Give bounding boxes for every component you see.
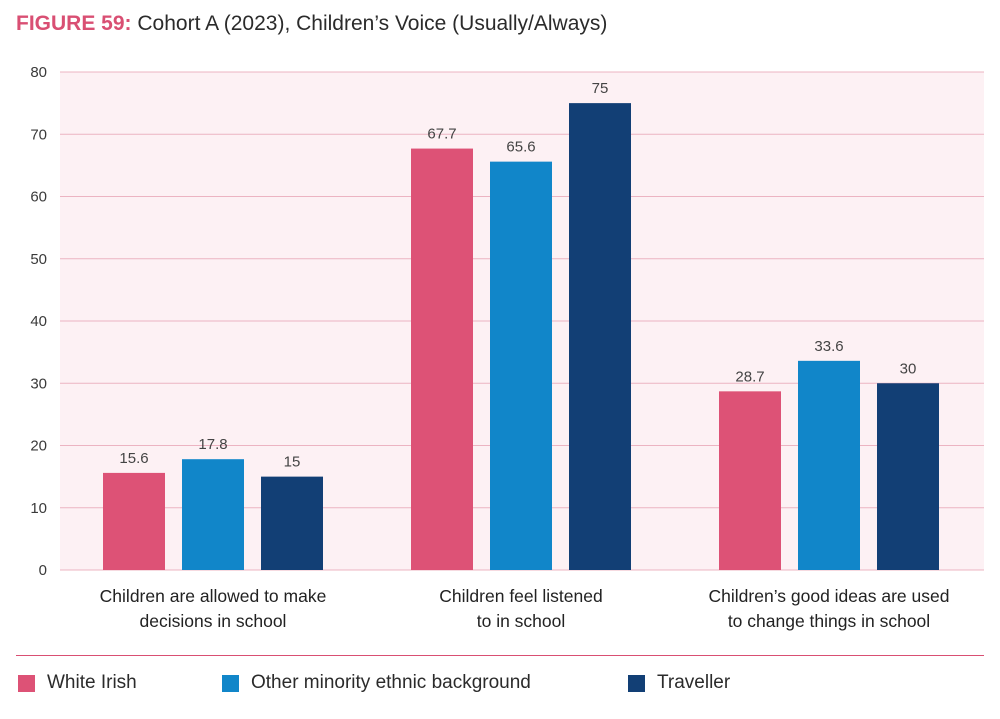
x-category-label-1-0: Children feel listened: [439, 586, 602, 606]
figure-title: FIGURE 59: Cohort A (2023), Children’s V…: [16, 12, 607, 36]
y-tick-label-10: 10: [30, 500, 47, 517]
bar-2-0: [719, 391, 781, 570]
bar-2-2: [877, 383, 939, 570]
bar-1-2: [569, 103, 631, 570]
bar-1-0: [411, 148, 473, 570]
legend: White Irish Other minority ethnic backgr…: [18, 672, 988, 696]
x-category-label-0-0: Children are allowed to make: [100, 586, 327, 606]
legend-label-white-irish: White Irish: [47, 672, 137, 693]
y-tick-label-80: 80: [30, 64, 47, 81]
x-category-label-2-1: to change things in school: [728, 611, 930, 631]
bar-value-label-1-2: 75: [592, 80, 609, 97]
legend-swatch-other-minority: [222, 674, 239, 692]
legend-item-other-minority: Other minority ethnic background: [222, 672, 531, 694]
bar-0-0: [103, 472, 165, 570]
bar-1-1: [490, 161, 552, 570]
bar-value-label-2-2: 30: [900, 360, 917, 377]
legend-swatch-traveller: [628, 674, 645, 692]
figure-title-text: Cohort A (2023), Children’s Voice (Usual…: [137, 12, 608, 35]
bar-value-label-0-1: 17.8: [198, 436, 227, 453]
legend-swatch-white-irish: [18, 674, 35, 692]
bar-value-label-0-0: 15.6: [119, 450, 148, 467]
y-tick-label-30: 30: [30, 375, 47, 392]
bar-0-2: [261, 476, 323, 570]
y-tick-label-40: 40: [30, 313, 47, 330]
bar-value-label-1-0: 67.7: [427, 126, 456, 143]
bar-0-1: [182, 459, 244, 570]
legend-item-traveller: Traveller: [628, 672, 730, 694]
legend-divider: [16, 655, 984, 656]
legend-item-white-irish: White Irish: [18, 672, 137, 694]
x-category-label-1-1: to in school: [477, 611, 566, 631]
y-tick-label-0: 0: [39, 562, 47, 579]
y-tick-label-20: 20: [30, 438, 47, 455]
bar-value-label-2-0: 28.7: [735, 368, 764, 385]
x-category-label-2-0: Children’s good ideas are used: [709, 586, 950, 606]
bar-value-label-0-2: 15: [284, 454, 301, 471]
bar-value-label-1-1: 65.6: [506, 139, 535, 156]
y-tick-label-70: 70: [30, 126, 47, 143]
x-category-label-0-1: decisions in school: [140, 611, 287, 631]
y-tick-label-50: 50: [30, 251, 47, 268]
bar-2-1: [798, 360, 860, 570]
legend-label-traveller: Traveller: [657, 672, 731, 693]
figure-number: FIGURE 59:: [16, 12, 132, 35]
legend-label-other-minority: Other minority ethnic background: [251, 672, 531, 693]
y-tick-label-60: 60: [30, 189, 47, 206]
bar-value-label-2-1: 33.6: [814, 338, 843, 355]
